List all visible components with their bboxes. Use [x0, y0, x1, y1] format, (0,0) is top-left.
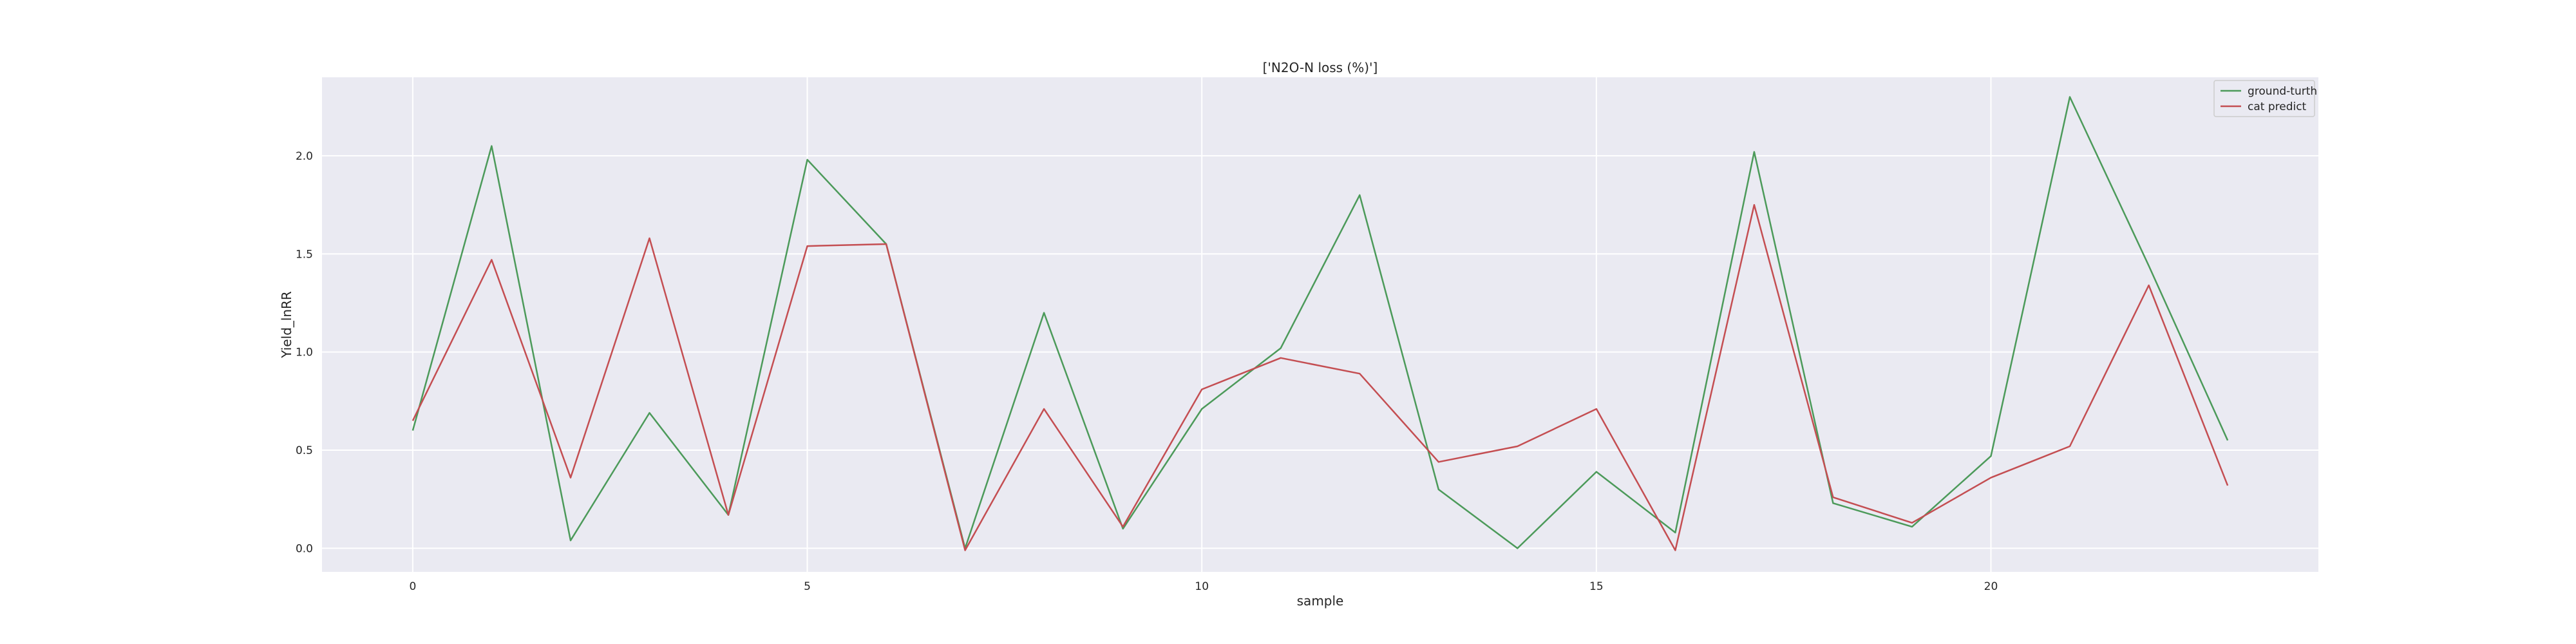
series-lines — [412, 96, 2229, 551]
x-tick-label: 0 — [409, 580, 416, 593]
y-tick-label: 1.0 — [296, 346, 313, 359]
series-line-cat-predict — [412, 204, 2229, 551]
x-tick-label: 20 — [1984, 580, 1998, 593]
y-tick-label: 1.5 — [296, 248, 313, 261]
y-axis-label: Yield_lnRR — [279, 291, 294, 359]
legend: ground-turth cat predict — [2213, 80, 2317, 117]
y-tick-label: 0.0 — [296, 542, 313, 555]
chart-title: ['N2O-N loss (%)'] — [1263, 60, 1378, 75]
x-tick-label: 15 — [1589, 580, 1604, 593]
legend-box — [2213, 80, 2315, 117]
y-tick-label: 2.0 — [296, 150, 313, 163]
x-tick-label: 5 — [804, 580, 811, 593]
y-tick-label: 0.5 — [296, 444, 313, 457]
x-tick-labels: 0 5 10 15 20 — [409, 580, 1998, 593]
legend-label-ground-turth: ground-turth — [2248, 85, 2317, 98]
y-tick-labels: 0.0 0.5 1.0 1.5 2.0 — [296, 150, 313, 556]
legend-label-cat-predict: cat predict — [2248, 100, 2307, 113]
x-axis-label: sample — [1297, 593, 1344, 609]
plot-area — [322, 77, 2318, 572]
x-tick-label: 10 — [1195, 580, 1209, 593]
